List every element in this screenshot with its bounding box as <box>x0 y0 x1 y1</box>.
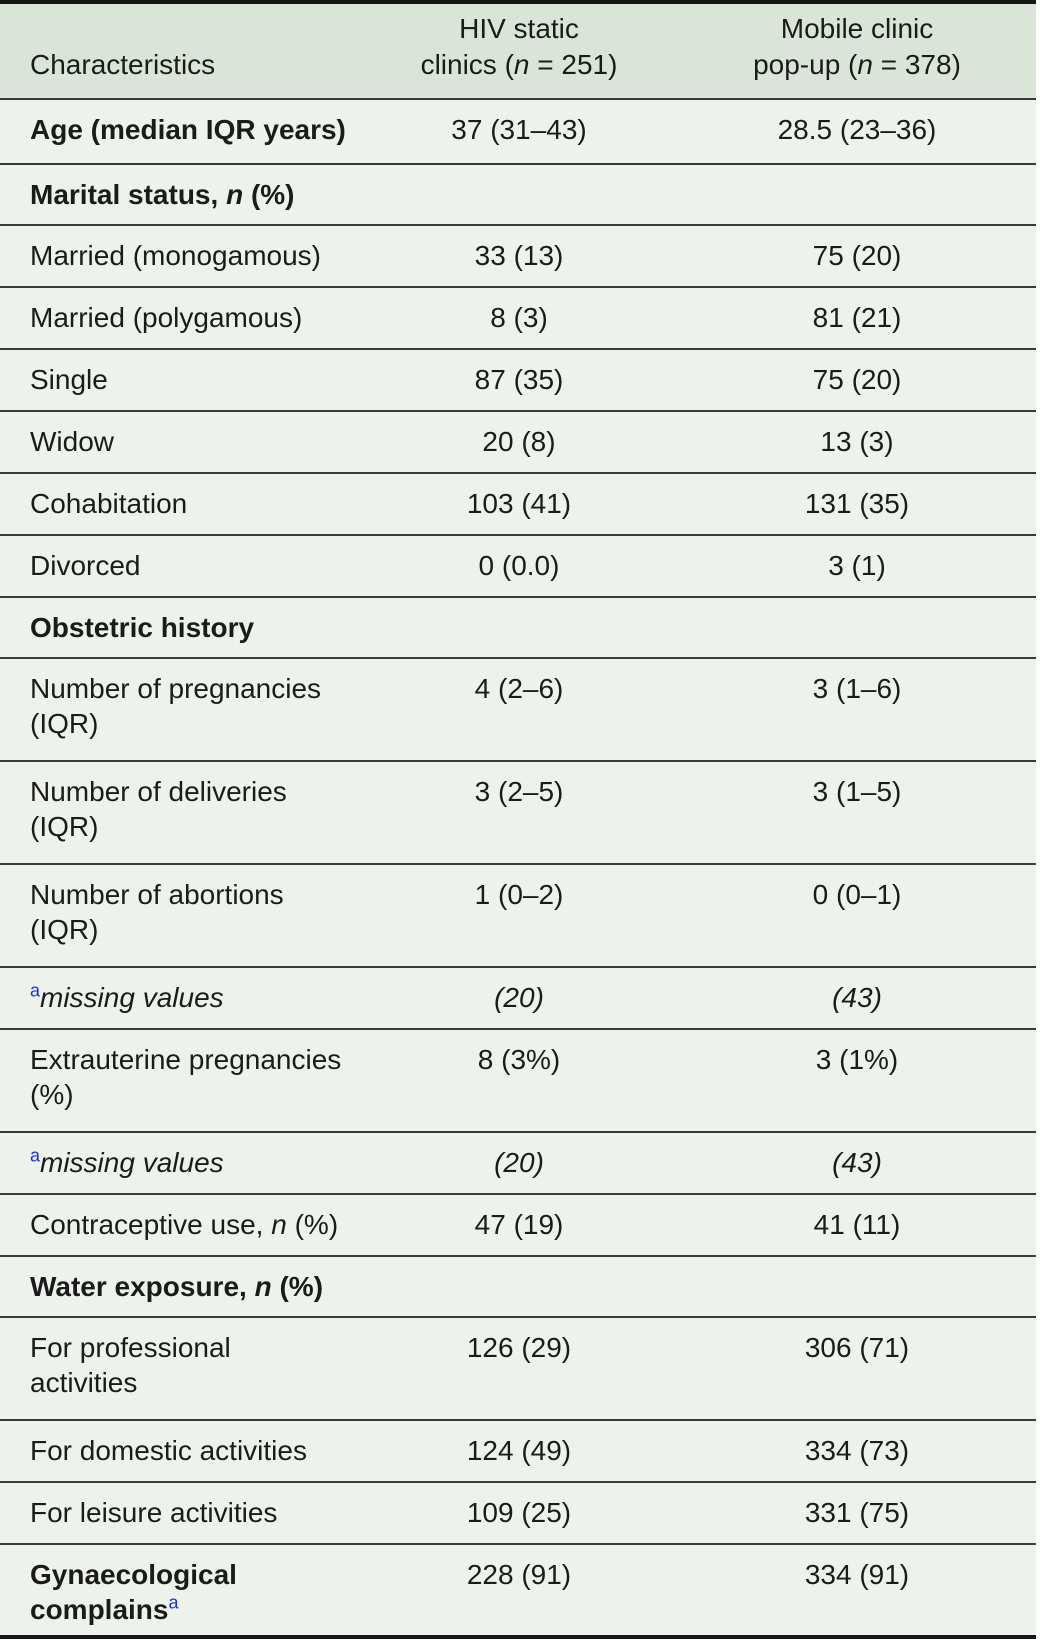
table-row: For leisure activities 109 (25) 331 (75) <box>0 1481 1036 1544</box>
column-header-mobile-clinic-popup: Mobile clinic pop-up (n = 378) <box>678 2 1036 99</box>
cell-value: 331 (75) <box>678 1481 1036 1544</box>
row-label: amissing values <box>0 966 360 1029</box>
cell-value: 81 (21) <box>678 286 1036 349</box>
row-label: Widow <box>0 410 360 473</box>
row-label: Single <box>0 348 360 411</box>
cell-value: 20 (8) <box>360 410 678 473</box>
cell-value: (20) <box>360 1131 678 1194</box>
row-label: Obstetric history <box>0 596 360 658</box>
cell-value: 109 (25) <box>360 1481 678 1544</box>
cell-value: (43) <box>678 966 1036 1029</box>
table-row: Obstetric history <box>0 596 1036 658</box>
cell-value: 334 (73) <box>678 1419 1036 1482</box>
row-label: For domestic activities <box>0 1419 360 1482</box>
cell-value: 37 (31–43) <box>360 98 678 164</box>
cell-value: 3 (1–5) <box>678 760 1036 864</box>
cell-value: 75 (20) <box>678 224 1036 287</box>
header-characteristics-label: Characteristics <box>30 49 216 80</box>
cell-value <box>678 596 1036 658</box>
footnote-marker: a <box>168 1592 179 1613</box>
cell-value: 131 (35) <box>678 472 1036 535</box>
cell-value: 228 (91) <box>360 1543 678 1637</box>
cell-value: 4 (2–6) <box>360 657 678 761</box>
table-row: amissing values (20) (43) <box>0 966 1036 1029</box>
table-row: Age (median IQR years) 37 (31–43) 28.5 (23… <box>0 98 1036 164</box>
cell-value: 3 (2–5) <box>360 760 678 864</box>
table-body: Age (median IQR years) 37 (31–43) 28.5 (23… <box>0 98 1036 1637</box>
row-label: Extrauterine pregnancies (%) <box>0 1028 360 1132</box>
cell-value: 0 (0–1) <box>678 863 1036 967</box>
column-header-characteristics: Characteristics <box>0 2 360 99</box>
table-row: Number of abortions (IQR) 1 (0–2) 0 (0–1) <box>0 863 1036 967</box>
cell-value: 0 (0.0) <box>360 534 678 597</box>
row-label: Number of deliveries (IQR) <box>0 760 360 864</box>
cell-value: 8 (3%) <box>360 1028 678 1132</box>
cell-value: 87 (35) <box>360 348 678 411</box>
row-label: Marital status, n (%) <box>0 163 360 225</box>
cell-value: 124 (49) <box>360 1419 678 1482</box>
table-row: Gynaecological complainsa 228 (91) 334 (91) <box>0 1543 1036 1637</box>
cell-value: 13 (3) <box>678 410 1036 473</box>
table-row: For professional activities 126 (29) 306 (7… <box>0 1316 1036 1420</box>
row-label: Divorced <box>0 534 360 597</box>
cell-value <box>678 1255 1036 1317</box>
table-row: Widow 20 (8) 13 (3) <box>0 410 1036 473</box>
cell-value: 75 (20) <box>678 348 1036 411</box>
cell-value <box>360 163 678 225</box>
table-row: Cohabitation 103 (41) 131 (35) <box>0 472 1036 535</box>
row-label: Married (monogamous) <box>0 224 360 287</box>
table-row: Single 87 (35) 75 (20) <box>0 348 1036 411</box>
cell-value: 334 (91) <box>678 1543 1036 1637</box>
row-label: For professional activities <box>0 1316 360 1420</box>
table-row: Number of deliveries (IQR) 3 (2–5) 3 (1–5) <box>0 760 1036 864</box>
row-label: For leisure activities <box>0 1481 360 1544</box>
table-row: Water exposure, n (%) <box>0 1255 1036 1317</box>
column-header-hiv-static-clinics: HIV static clinics (n = 251) <box>360 2 678 99</box>
table-row: Contraceptive use, n (%) 47 (19) 41 (11) <box>0 1193 1036 1256</box>
row-label: Gynaecological complainsa <box>0 1543 360 1637</box>
row-label: Contraceptive use, n (%) <box>0 1193 360 1256</box>
row-label: Water exposure, n (%) <box>0 1255 360 1317</box>
cell-value <box>360 596 678 658</box>
row-label: amissing values <box>0 1131 360 1194</box>
cell-value: 306 (71) <box>678 1316 1036 1420</box>
cell-value: 3 (1) <box>678 534 1036 597</box>
cell-value: 33 (13) <box>360 224 678 287</box>
cell-value: 8 (3) <box>360 286 678 349</box>
cell-value: (20) <box>360 966 678 1029</box>
cell-value: (43) <box>678 1131 1036 1194</box>
cell-value: 41 (11) <box>678 1193 1036 1256</box>
footnote-marker: a <box>30 980 41 1001</box>
table-row: Married (polygamous) 8 (3) 81 (21) <box>0 286 1036 349</box>
row-label: Married (polygamous) <box>0 286 360 349</box>
table-row: For domestic activities 124 (49) 334 (73) <box>0 1419 1036 1482</box>
table-row: Extrauterine pregnancies (%) 8 (3%) 3 (1%) <box>0 1028 1036 1132</box>
cell-value: 3 (1%) <box>678 1028 1036 1132</box>
table-row: Married (monogamous) 33 (13) 75 (20) <box>0 224 1036 287</box>
table-row: amissing values (20) (43) <box>0 1131 1036 1194</box>
row-label: Number of pregnancies (IQR) <box>0 657 360 761</box>
cell-value: 3 (1–6) <box>678 657 1036 761</box>
table-row: Number of pregnancies (IQR) 4 (2–6) 3 (1–6) <box>0 657 1036 761</box>
table-header: Characteristics HIV static clinics (n = … <box>0 2 1036 99</box>
table-row: Divorced 0 (0.0) 3 (1) <box>0 534 1036 597</box>
cell-value: 47 (19) <box>360 1193 678 1256</box>
cell-value: 28.5 (23–36) <box>678 98 1036 164</box>
cell-value: 126 (29) <box>360 1316 678 1420</box>
footnote-marker: a <box>30 1145 41 1166</box>
row-label: Age (median IQR years) <box>0 98 360 164</box>
cell-value <box>678 163 1036 225</box>
row-label: Cohabitation <box>0 472 360 535</box>
table-row: Marital status, n (%) <box>0 163 1036 225</box>
cell-value: 103 (41) <box>360 472 678 535</box>
header-row: Characteristics HIV static clinics (n = … <box>0 2 1036 99</box>
cell-value <box>360 1255 678 1317</box>
row-label: Number of abortions (IQR) <box>0 863 360 967</box>
cell-value: 1 (0–2) <box>360 863 678 967</box>
